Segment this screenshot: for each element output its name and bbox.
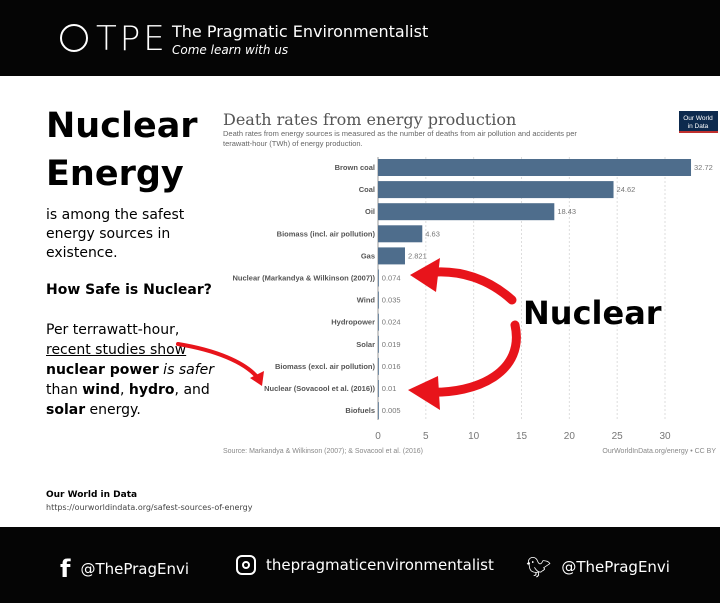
- tagline: Come learn with us: [172, 43, 289, 57]
- site-title: The Pragmatic Environmentalist: [172, 22, 429, 41]
- value-label: 18.43: [557, 207, 576, 216]
- x-tick-label: 30: [659, 431, 671, 442]
- t: ,: [120, 382, 129, 398]
- bar: [378, 269, 379, 287]
- source-url[interactable]: https://ourworldindata.org/safest-source…: [46, 503, 253, 512]
- arrow-top: [420, 267, 517, 305]
- arrow-bottom: [420, 320, 521, 397]
- x-tick-label: 25: [612, 431, 624, 442]
- facebook-link[interactable]: f @ThePragEnvi: [60, 555, 189, 583]
- emph: is safer: [158, 362, 214, 378]
- bar: [378, 203, 555, 221]
- heading-line2: Energy: [46, 154, 184, 194]
- x-tick-label: 5: [423, 431, 429, 442]
- emph: hydro: [128, 382, 175, 398]
- t: energy.: [85, 402, 141, 418]
- owid-badge-text: Our World: [683, 115, 713, 122]
- category-label: Coal: [359, 185, 375, 194]
- arrowhead-icon: [410, 258, 440, 292]
- t: , and: [174, 382, 210, 398]
- emph: nuclear power: [46, 362, 159, 378]
- source-name: Our World in Data: [46, 490, 138, 500]
- category-label: Solar: [356, 340, 375, 349]
- arrowheads: [250, 258, 440, 410]
- bar: [378, 291, 379, 309]
- arrowhead-icon: [250, 371, 264, 386]
- globe-icon: [60, 24, 88, 52]
- footer: f @ThePragEnvi thepragmaticenvironmental…: [0, 527, 720, 603]
- arrowhead-icon: [408, 376, 440, 410]
- bar: [378, 357, 379, 375]
- bar: [378, 335, 379, 353]
- value-label: 0.019: [382, 340, 401, 349]
- chart-credit: OurWorldInData.org/energy • CC BY: [602, 448, 716, 455]
- owid-badge-text: in Data: [688, 123, 709, 130]
- value-label: 2.821: [408, 251, 427, 260]
- chart-title: Death rates from energy production: [223, 110, 516, 129]
- chart-subtitle: terawatt-hour (TWh) of energy production…: [223, 139, 363, 148]
- heading-line1: Nuclear: [46, 106, 198, 146]
- emph: solar: [46, 402, 86, 418]
- x-tick-label: 10: [468, 431, 480, 442]
- logo: TPE: [96, 19, 168, 59]
- chart-subtitle: Death rates from energy sources is measu…: [223, 129, 577, 138]
- category-label: Gas: [361, 251, 375, 260]
- question: How Safe is Nuclear?: [46, 282, 212, 298]
- body-line: than wind, hydro, and: [46, 380, 214, 400]
- t: than: [46, 382, 83, 398]
- bar: [378, 181, 614, 199]
- value-label: 0.024: [382, 318, 401, 327]
- category-label: Nuclear (Sovacool et al. (2016)): [264, 384, 375, 393]
- instagram-handle: thepragmaticenvironmentalist: [266, 556, 494, 574]
- bar: [378, 313, 379, 331]
- value-label: 24.62: [617, 185, 636, 194]
- bar: [378, 225, 423, 243]
- twitter-handle: @ThePragEnvi: [561, 558, 670, 576]
- value-label: 0.005: [382, 406, 401, 415]
- body-line: solar energy.: [46, 400, 214, 420]
- owid-badge-stripe: [679, 131, 718, 133]
- value-label: 32.72: [694, 163, 713, 172]
- emph: wind: [82, 382, 120, 398]
- bar: [378, 159, 692, 176]
- twitter-link[interactable]: 🐦︎ @ThePragEnvi: [526, 555, 670, 579]
- facebook-handle: @ThePragEnvi: [80, 560, 190, 578]
- chart-source: Source: Markandya & Wilkinson (2007); & …: [223, 448, 423, 455]
- value-label: 4.63: [425, 229, 440, 238]
- annotation-arrows: [176, 267, 521, 397]
- instagram-link[interactable]: thepragmaticenvironmentalist: [236, 555, 494, 575]
- twitter-icon: 🐦︎: [526, 555, 552, 579]
- intro-text: is among the safest energy sources in ex…: [46, 207, 185, 261]
- instagram-icon: [236, 555, 256, 575]
- value-label: 0.01: [382, 384, 397, 393]
- body-line: recent studies show: [46, 342, 187, 358]
- category-label: Wind: [357, 296, 376, 305]
- category-label: Biomass (incl. air pollution): [277, 229, 376, 238]
- value-label: 0.074: [382, 274, 401, 283]
- category-label: Brown coal: [335, 163, 375, 172]
- arrow-left: [176, 342, 260, 380]
- owid-badge: [679, 111, 718, 133]
- bar: [378, 247, 405, 265]
- category-label: Biomass (excl. air pollution): [275, 362, 376, 371]
- category-label: Biofuels: [345, 406, 375, 415]
- nuclear-annotation: Nuclear: [523, 294, 662, 332]
- x-tick-label: 15: [516, 431, 528, 442]
- body-line: Per terrawatt-hour,: [46, 322, 180, 338]
- x-tick-label: 0: [375, 431, 381, 442]
- category-label: Hydropower: [331, 318, 375, 327]
- category-label: Nuclear (Markandya & Wilkinson (2007)): [233, 274, 376, 283]
- bar: [378, 380, 379, 397]
- header: TPE The Pragmatic Environmentalist Come …: [0, 0, 720, 76]
- x-tick-label: 20: [564, 431, 576, 442]
- bar: [378, 402, 379, 420]
- value-label: 0.016: [382, 362, 401, 371]
- value-label: 0.035: [382, 296, 401, 305]
- body-line: nuclear power is safer: [46, 360, 214, 380]
- facebook-icon: f: [60, 555, 71, 583]
- body-text: Per terrawatt-hour, recent studies show …: [46, 320, 214, 420]
- category-label: Oil: [365, 207, 375, 216]
